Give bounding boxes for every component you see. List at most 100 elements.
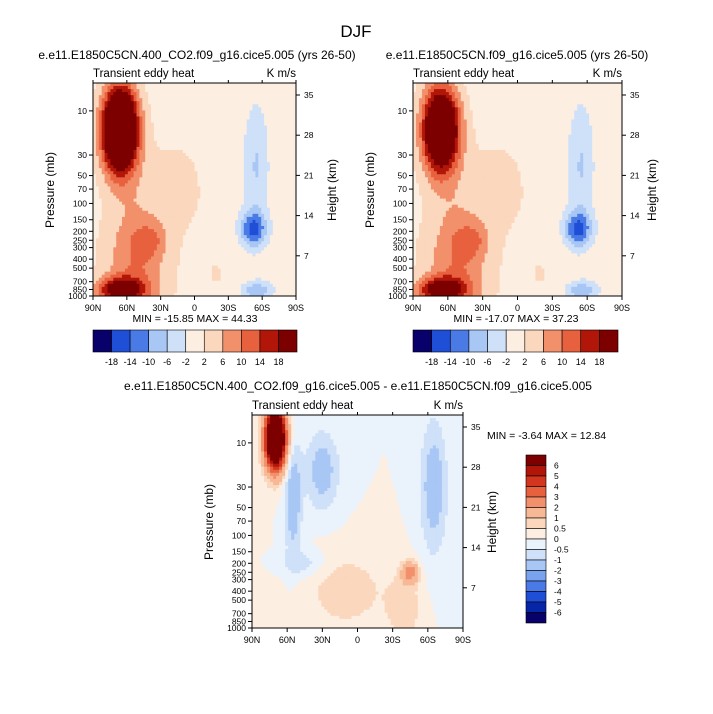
field-cell [98,238,103,242]
field-cell [110,168,114,172]
field-cell [185,229,190,233]
field-cell [127,110,132,115]
field-cell [171,165,175,169]
field-cell [139,168,143,172]
field-cell [153,104,158,108]
field-cell [174,119,178,124]
field-cell [124,174,129,178]
field-cell [269,95,274,99]
field-cell [165,174,169,178]
field-cell [191,219,196,224]
field-cell [281,183,285,188]
field-cell [197,143,201,148]
field-cell [127,162,132,166]
field-cell [203,89,207,93]
field-cell [252,253,256,258]
field-cell [142,122,146,127]
field-cell [238,201,242,206]
field-cell [151,216,155,221]
field-cell [209,104,213,108]
field-cell [95,140,100,145]
panel-title: e.e11.E1850C5CN.f09_g16.cice5.005 (yrs 2… [386,48,649,62]
field-cell [238,183,242,188]
field-cell [180,149,184,154]
field-cell [188,143,193,148]
field-cell [113,125,117,130]
field-cell [269,198,274,203]
field-cell [197,277,201,282]
field-cell [278,149,283,154]
field-cell [281,137,285,142]
field-cell [206,137,210,142]
field-cell [223,226,227,230]
field-cell [229,137,233,142]
field-cell [188,128,193,133]
field-cell [113,143,117,148]
field-cell [269,210,274,215]
field-cell [182,83,187,87]
field-cell [174,83,178,87]
field-cell [235,244,239,248]
field-cell [116,219,120,224]
field-cell [240,156,245,160]
field-cell [104,271,109,276]
field-cell [203,207,207,212]
field-cell [261,213,265,218]
field-cell [220,104,225,108]
field-cell [159,286,164,291]
field-cell [206,180,210,185]
field-cell [194,98,198,102]
field-cell [116,229,120,233]
units-label: K m/s [593,68,623,80]
field-cell [156,265,161,270]
field-cell [142,283,146,288]
field-cell [238,125,242,130]
field-cell [267,204,271,209]
field-cell [240,192,245,197]
field-cell [197,113,201,118]
field-cell [151,180,155,185]
field-cell [267,101,271,105]
field-cell [284,222,288,227]
field-cell [145,250,149,254]
field-cell [249,280,254,285]
field-cell [269,195,274,200]
field-cell [203,186,207,191]
field-cell [110,280,114,285]
field-cell [269,250,274,254]
field-cell [267,265,271,270]
field-cell [290,156,294,160]
field-cell [151,146,155,151]
field-cell [240,253,245,258]
colorbar-swatch [241,329,261,353]
field-cell [264,280,268,285]
field-cell [238,140,242,145]
field-cell [243,213,248,218]
field-cell [200,280,204,285]
field-cell [240,165,245,169]
field-cell [142,289,146,294]
field-cell [209,256,213,261]
field-cell [214,140,219,145]
field-cell [191,119,196,124]
field-cell [177,207,181,212]
field-cell [261,238,265,242]
field-cell [217,137,222,142]
field-cell [211,235,216,239]
field-cell [278,213,283,218]
field-cell [249,198,254,203]
field-cell [275,204,280,209]
field-cell [116,271,120,276]
field-cell [130,241,135,245]
field-cell [153,222,158,227]
field-cell [185,292,190,296]
field-cell [240,171,245,175]
field-cell [240,125,245,130]
field-cell [98,165,103,169]
field-cell [177,140,181,145]
field-cell [174,277,178,282]
field-cell [287,89,291,93]
field-cell [275,232,280,236]
field-cell [191,286,196,291]
field-cell [240,271,245,276]
